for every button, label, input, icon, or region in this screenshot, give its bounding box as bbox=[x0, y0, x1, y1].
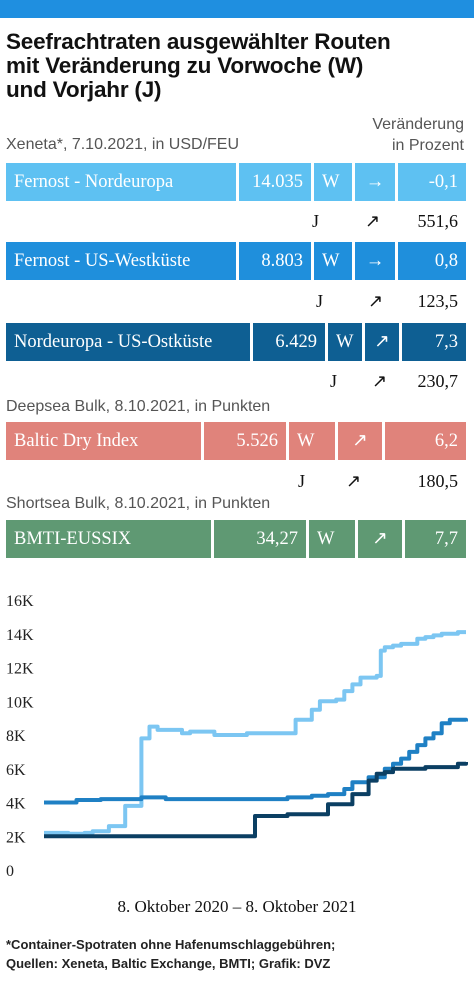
year-label: J bbox=[316, 291, 324, 311]
week-arrow-icon: → bbox=[355, 242, 395, 280]
year-arrow-icon: ↗ bbox=[372, 371, 388, 391]
year-change-row: J ↗ 180,5 bbox=[6, 466, 466, 496]
week-label: W bbox=[314, 242, 352, 280]
y-tick-label: 8K bbox=[6, 728, 26, 745]
page-title: Seefrachtraten ausgewählter Routen mit V… bbox=[6, 29, 391, 102]
route-row: Baltic Dry Index 5.526 W ↗ 6,2 bbox=[6, 422, 466, 460]
y-tick-label: 0 bbox=[6, 863, 14, 880]
route-row: Nordeuropa - US-Ostküste 6.429 W ↗ 7,3 bbox=[6, 323, 466, 361]
route-row: Fernost - Nordeuropa 14.035 W → -0,1 bbox=[6, 163, 466, 201]
week-change: 6,2 bbox=[385, 422, 466, 460]
route-name: Fernost - US-Westküste bbox=[6, 242, 236, 280]
route-value: 5.526 bbox=[204, 422, 286, 460]
week-label: W bbox=[328, 323, 362, 361]
week-change: 7,7 bbox=[405, 520, 466, 558]
y-tick-label: 16K bbox=[6, 593, 34, 610]
y-tick-label: 6K bbox=[6, 762, 26, 779]
change-header-line2: in Prozent bbox=[391, 137, 464, 154]
route-row: Fernost - US-Westküste 8.803 W → 0,8 bbox=[6, 242, 466, 280]
year-arrow-icon: ↗ bbox=[368, 291, 384, 311]
route-name: BMTI-EUSSIX bbox=[6, 520, 211, 558]
week-change: -0,1 bbox=[398, 163, 466, 201]
series-line bbox=[44, 761, 468, 839]
year-change-row: J ↗ 551,6 bbox=[6, 206, 466, 236]
section-label-xeneta: Xeneta*, 7.10.2021, in USD/FEU bbox=[6, 136, 240, 153]
x-range-label: 8. Oktober 2020 – 8. Oktober 2021 bbox=[117, 897, 357, 916]
year-label: J bbox=[298, 471, 306, 491]
y-tick-label: 2K bbox=[6, 829, 26, 846]
route-value: 6.429 bbox=[253, 323, 325, 361]
year-change: 180,5 bbox=[417, 471, 459, 491]
week-arrow-icon: ↗ bbox=[358, 520, 402, 558]
week-label: W bbox=[289, 422, 335, 460]
week-arrow-icon: ↗ bbox=[365, 323, 399, 361]
year-label: J bbox=[312, 211, 320, 231]
route-name: Baltic Dry Index bbox=[6, 422, 201, 460]
change-header: Veränderung in Prozent bbox=[372, 114, 464, 156]
freight-rate-line-chart: 0 2K 4K 6K 8K 10K 12K 14K 16K bbox=[6, 593, 468, 880]
series-line bbox=[44, 717, 468, 805]
year-change: 230,7 bbox=[417, 371, 459, 391]
route-name: Fernost - Nordeuropa bbox=[6, 163, 236, 201]
change-header-line1: Veränderung bbox=[372, 116, 464, 133]
y-tick-label: 12K bbox=[6, 661, 34, 678]
series-line bbox=[44, 630, 466, 836]
section-label-shortsea: Shortsea Bulk, 8.10.2021, in Punkten bbox=[6, 495, 271, 512]
week-arrow-icon: → bbox=[355, 163, 395, 201]
week-label: W bbox=[309, 520, 355, 558]
year-change: 123,5 bbox=[417, 291, 459, 311]
y-tick-label: 10K bbox=[6, 694, 34, 711]
year-change-row: J ↗ 123,5 bbox=[6, 286, 466, 316]
route-name: Nordeuropa - US-Ostküste bbox=[6, 323, 250, 361]
route-value: 14.035 bbox=[239, 163, 311, 201]
section-label-deepsea: Deepsea Bulk, 8.10.2021, in Punkten bbox=[6, 398, 271, 415]
route-row: BMTI-EUSSIX 34,27 W ↗ 7,7 bbox=[6, 520, 466, 558]
footnote-text: *Container-Spotraten ohne Hafenumschlagg… bbox=[6, 937, 336, 971]
route-value: 8.803 bbox=[239, 242, 311, 280]
year-change-row: J ↗ 230,7 bbox=[6, 366, 466, 396]
week-change: 0,8 bbox=[398, 242, 466, 280]
week-label: W bbox=[314, 163, 352, 201]
route-value: 34,27 bbox=[214, 520, 306, 558]
y-tick-label: 14K bbox=[6, 627, 34, 644]
year-label: J bbox=[330, 371, 338, 391]
y-tick-label: 4K bbox=[6, 796, 26, 813]
week-arrow-icon: ↗ bbox=[338, 422, 382, 460]
top-accent-bar bbox=[0, 0, 474, 18]
year-arrow-icon: ↗ bbox=[365, 211, 381, 231]
footnote: *Container-Spotraten ohne Hafenumschlagg… bbox=[6, 935, 468, 973]
year-arrow-icon: ↗ bbox=[346, 471, 362, 491]
week-change: 7,3 bbox=[402, 323, 466, 361]
year-change: 551,6 bbox=[417, 211, 459, 231]
